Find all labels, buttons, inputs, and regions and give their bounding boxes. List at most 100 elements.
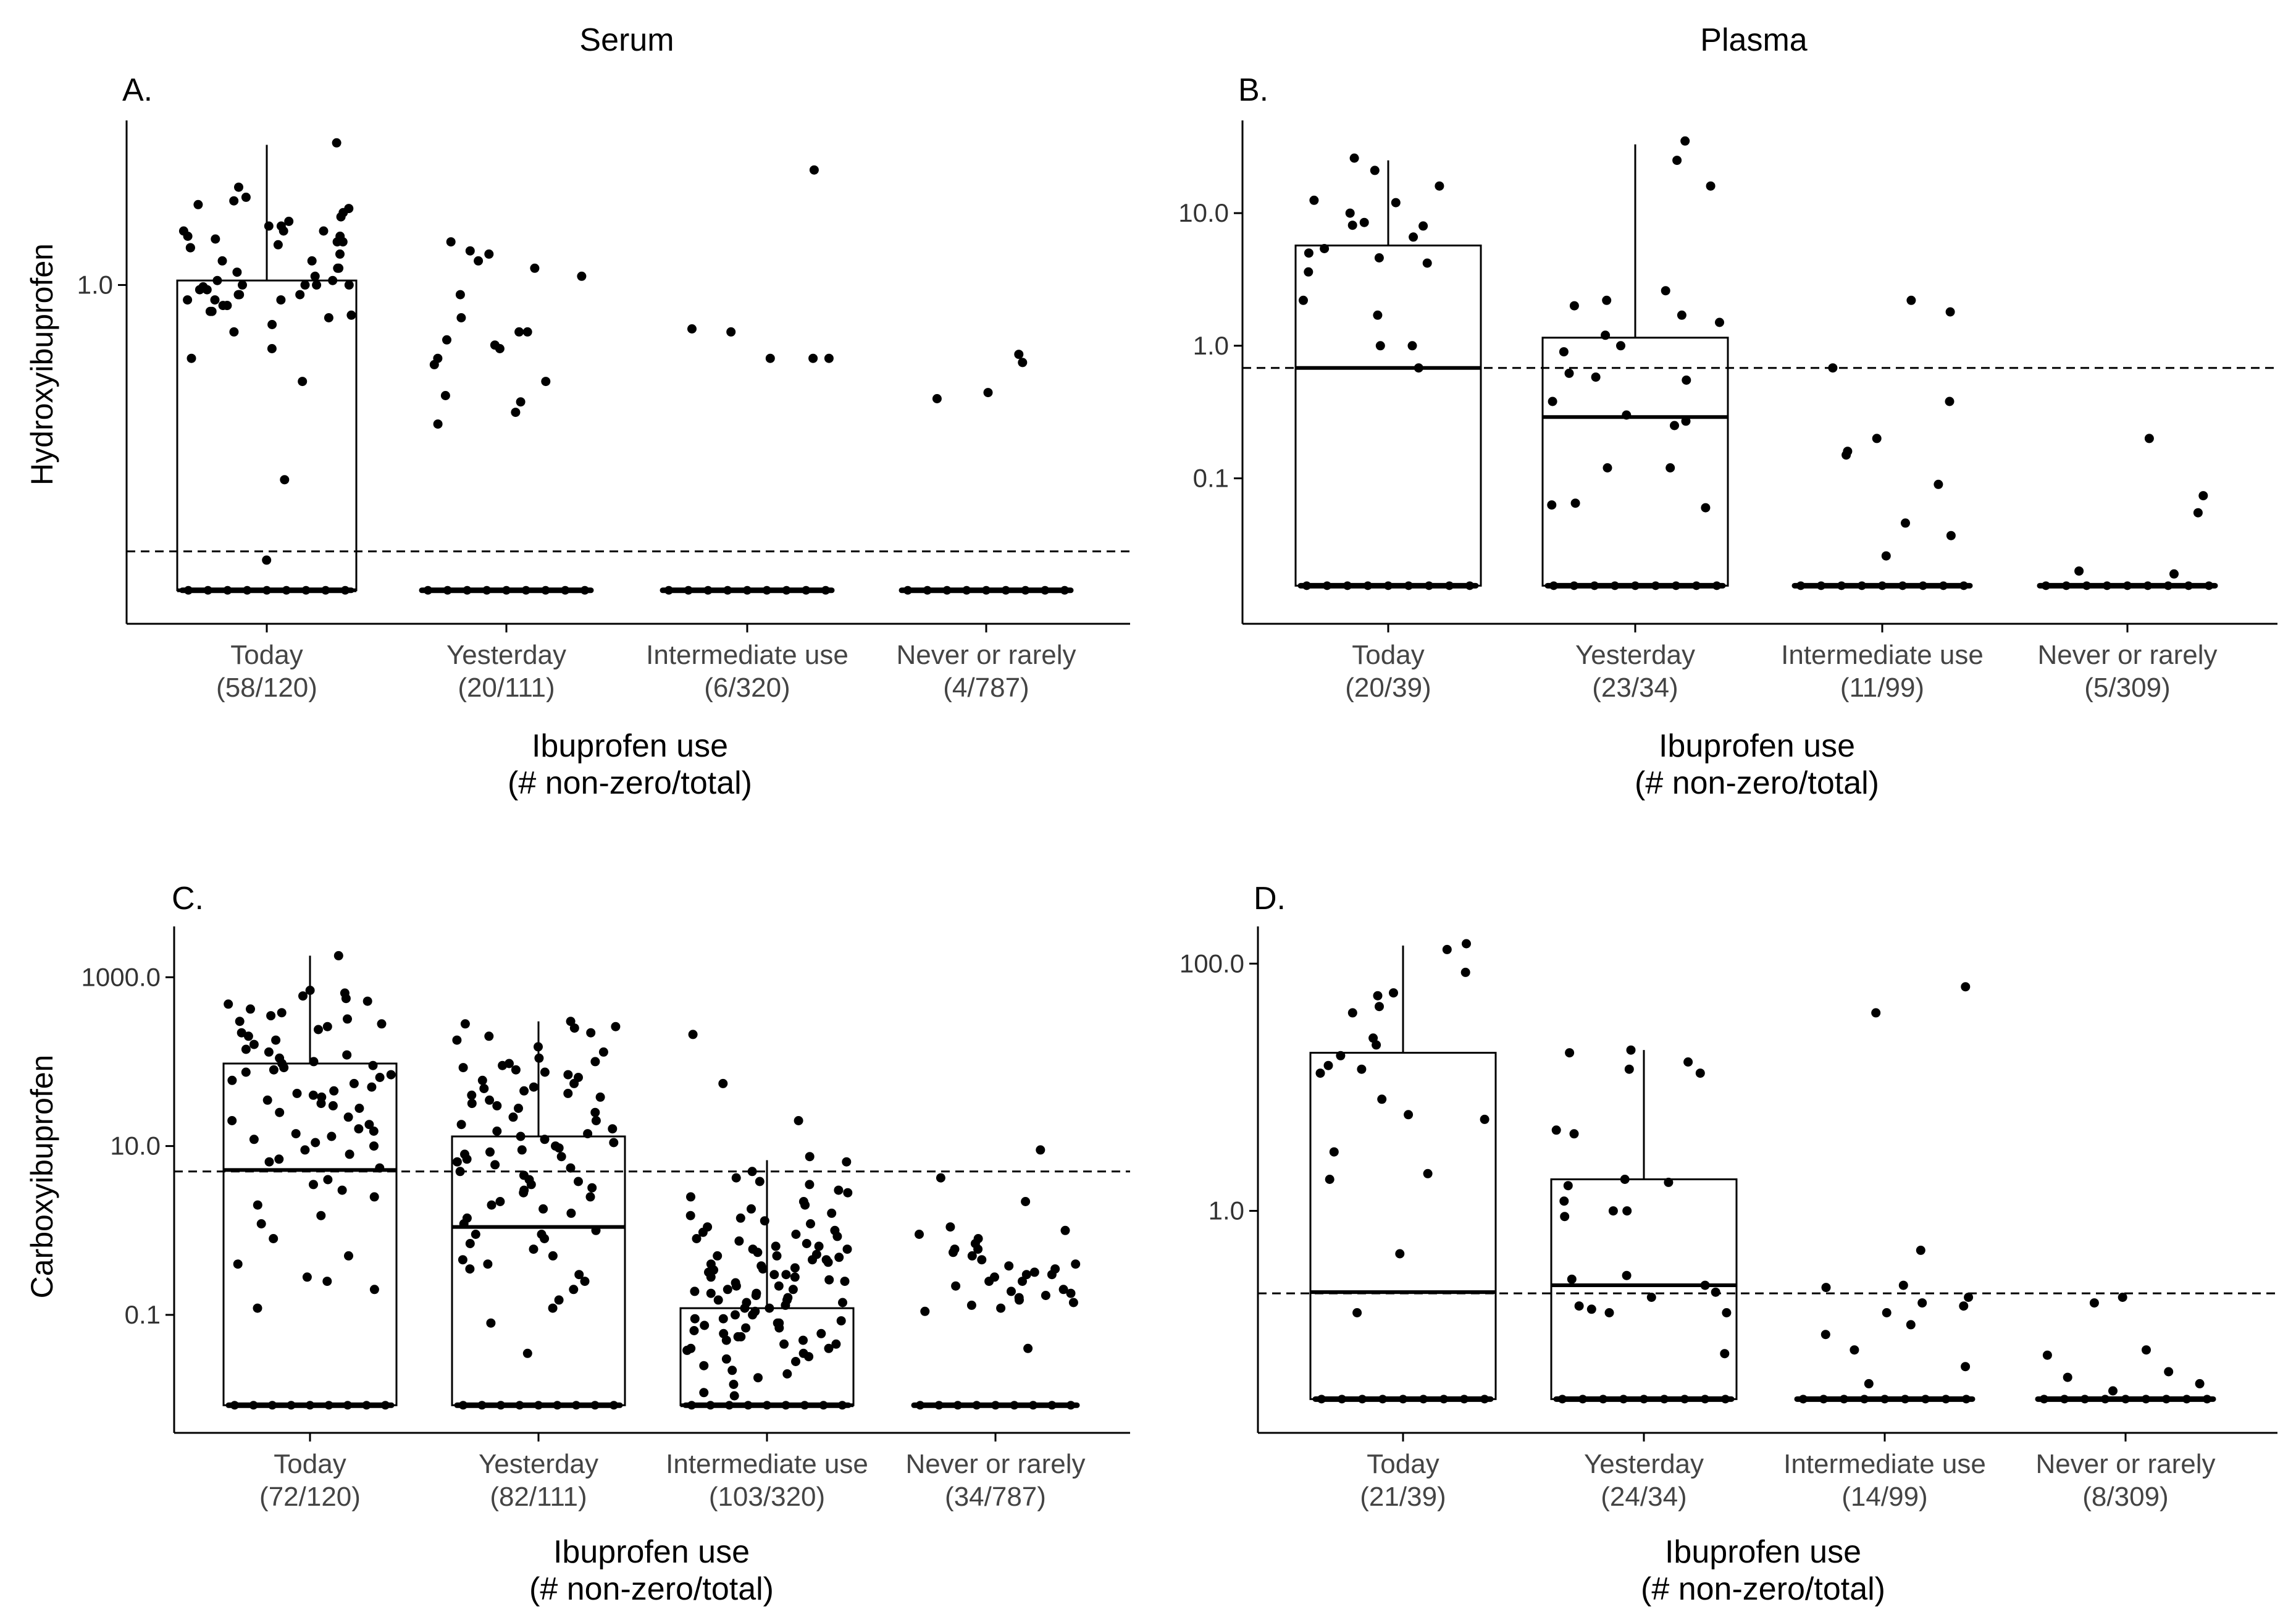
zero-point [463,585,472,595]
data-point [1570,498,1580,508]
data-point [569,1285,579,1295]
data-point [1036,1145,1045,1155]
data-point [1616,341,1625,351]
data-point [824,353,834,363]
data-point [1021,1270,1031,1280]
data-point [440,391,450,400]
zero-point [903,585,912,595]
data-point [309,1057,319,1067]
zero-point [1384,581,1393,590]
zero-point [2060,1395,2069,1404]
data-point [809,165,819,175]
data-point [492,1101,502,1110]
zero-point [781,1401,790,1410]
data-point [335,232,345,241]
data-point [362,996,372,1006]
category-label: Never or rarely [906,1449,1086,1479]
data-point [794,1116,803,1125]
data-point [690,1286,700,1296]
data-point [729,1380,739,1389]
data-point [271,1035,281,1045]
data-point [346,310,356,320]
data-point [514,1104,523,1113]
data-point [354,1104,364,1113]
data-point [713,1295,723,1305]
data-point [1060,1225,1070,1235]
zero-point [1680,1395,1689,1404]
data-point [386,1070,396,1080]
data-point [1564,368,1574,378]
data-point [687,324,697,334]
data-point [276,295,286,305]
plot-marks: 1000.0 10.0 0.1 Today(72/120) Yesterday(82/1… [82,926,1130,1512]
data-point [332,138,341,148]
data-point [1407,341,1417,351]
data-point [734,1236,744,1246]
data-point [842,1157,852,1167]
data-point [1560,1212,1570,1222]
x-axis-sublabel: (# non-zero/total) [508,765,752,801]
data-point [1959,1301,1969,1311]
zero-point [725,1401,734,1410]
data-point [699,1361,709,1370]
data-point [1871,1008,1881,1018]
data-point [298,377,308,387]
zero-point [744,1401,753,1410]
data-point [590,1057,600,1067]
data-point [314,1025,323,1035]
data-point [1359,217,1369,227]
data-point [967,1251,977,1261]
data-point [1460,967,1470,977]
data-point [1047,1270,1057,1280]
data-point [264,1157,274,1167]
data-point [455,1167,465,1177]
zero-point [1480,1395,1489,1404]
data-point [1626,1045,1636,1055]
data-point [375,1163,385,1173]
data-point [529,1244,538,1254]
zero-point [916,1401,924,1410]
data-point [237,1028,246,1038]
data-point [747,1167,757,1177]
zero-point [1959,581,1968,590]
data-point [713,1251,723,1261]
data-point [1700,1280,1710,1290]
data-point [1007,1286,1016,1296]
category-count: (6/320) [704,673,790,703]
data-point [1602,295,1612,305]
data-point [465,1264,475,1274]
data-point [511,1065,521,1075]
panel-letter: B. [1238,72,1268,108]
data-point [1624,1064,1634,1074]
data-point [790,1272,800,1282]
zero-point [1323,581,1331,590]
data-point [1820,1330,1830,1340]
zero-point [1029,1401,1037,1410]
data-point [207,306,217,316]
data-point [1906,295,1916,305]
data-point [949,1248,958,1257]
column-title-plasma: Plasma [1700,22,1807,58]
zero-point [1404,581,1413,590]
zero-point [942,585,952,595]
category-count: (103/320) [709,1482,825,1512]
zero-point [664,585,673,595]
data-point [212,275,222,285]
data-point [1404,1110,1414,1120]
zero-point [1819,1395,1828,1404]
data-point [1304,267,1313,277]
data-point [595,1092,605,1102]
zero-point [381,1401,390,1410]
zero-point [1570,581,1578,590]
data-point [1916,1245,1925,1255]
data-point [2164,1367,2174,1377]
data-point [1672,156,1682,166]
zero-point [1880,1395,1889,1404]
data-point [1336,1051,1346,1060]
plot-marks: 10.0 1.0 0.1 Today(20/39) Yesterday(23/34) In… [1178,120,2277,703]
data-point [843,1188,853,1198]
zero-point [2182,1395,2191,1404]
data-point [253,1303,262,1313]
data-point [333,951,343,960]
data-point [484,1031,494,1041]
